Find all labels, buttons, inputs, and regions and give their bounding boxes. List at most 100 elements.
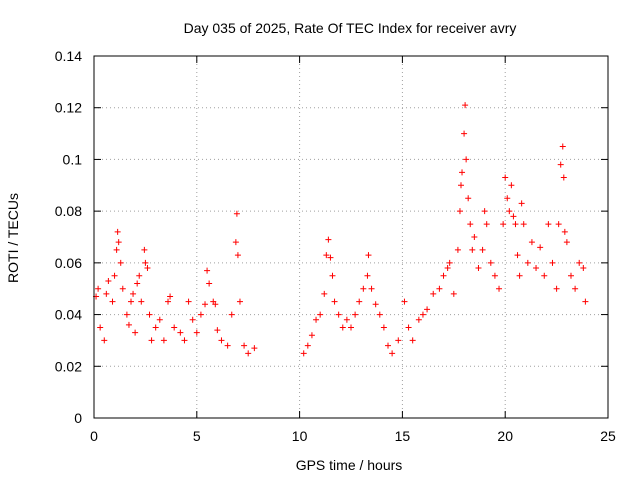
data-point	[317, 311, 324, 318]
data-point	[467, 221, 474, 228]
x-tick-label: 0	[90, 428, 98, 444]
x-tick-label: 15	[395, 428, 411, 444]
data-point	[251, 345, 258, 352]
y-tick-label: 0.04	[55, 307, 82, 323]
data-point	[352, 311, 359, 318]
data-point	[518, 200, 525, 207]
data-point	[228, 311, 235, 318]
y-tick-label: 0	[74, 410, 82, 426]
data-point	[152, 324, 159, 331]
data-point	[479, 246, 486, 253]
data-point	[475, 265, 482, 272]
data-point	[321, 290, 328, 297]
data-point	[572, 285, 579, 292]
data-point	[204, 267, 211, 274]
data-point	[555, 221, 562, 228]
data-point	[446, 259, 453, 266]
data-point	[111, 272, 118, 279]
data-point	[171, 324, 178, 331]
data-point	[356, 298, 363, 305]
data-point	[541, 272, 548, 279]
data-point	[232, 239, 239, 246]
data-point	[576, 259, 583, 266]
data-point	[348, 324, 354, 331]
data-point	[323, 252, 330, 259]
y-tick-label: 0.14	[55, 48, 82, 64]
data-point	[335, 311, 342, 318]
x-axis-label: GPS time / hours	[296, 457, 403, 473]
data-point	[516, 272, 523, 279]
data-point	[385, 342, 392, 349]
data-point	[123, 311, 130, 318]
data-point	[430, 290, 437, 297]
x-tick-label: 5	[193, 428, 201, 444]
x-tick-label: 25	[600, 428, 616, 444]
data-point	[125, 321, 132, 328]
data-point	[103, 290, 110, 297]
data-point	[506, 208, 513, 215]
data-point	[331, 298, 338, 305]
data-point	[461, 130, 468, 137]
data-point	[380, 324, 387, 331]
data-point	[134, 280, 141, 287]
data-point	[97, 324, 104, 331]
data-point	[119, 285, 126, 292]
data-point	[313, 316, 320, 323]
data-point	[560, 174, 567, 181]
data-point	[483, 221, 490, 228]
data-point	[181, 337, 188, 344]
data-point	[524, 259, 531, 266]
data-point	[559, 143, 566, 150]
data-point	[401, 298, 408, 305]
data-point	[364, 272, 371, 279]
data-point	[160, 337, 167, 344]
y-tick-label: 0.02	[55, 358, 82, 374]
data-point	[142, 259, 149, 266]
data-point	[454, 246, 461, 253]
data-point	[409, 337, 416, 344]
data-point	[144, 265, 151, 272]
data-point	[329, 272, 336, 279]
data-point	[224, 342, 231, 349]
plot-frame	[93, 55, 609, 419]
data-point	[500, 221, 507, 228]
data-point	[456, 208, 463, 215]
data-point	[138, 298, 145, 305]
data-point	[236, 298, 243, 305]
data-point	[504, 195, 511, 202]
data-point	[114, 228, 121, 235]
data-point	[101, 337, 108, 344]
data-point	[214, 327, 221, 334]
data-point	[233, 210, 240, 217]
data-point	[508, 182, 515, 189]
data-point	[115, 239, 122, 246]
data-point	[424, 306, 431, 313]
data-point	[300, 350, 307, 357]
data-point	[197, 311, 204, 318]
data-point	[496, 285, 503, 292]
data-point	[95, 285, 102, 292]
chart-title: Day 035 of 2025, Rate Of TEC Index for r…	[184, 20, 517, 36]
data-point	[582, 298, 589, 305]
data-point	[436, 285, 443, 292]
data-point	[395, 337, 402, 344]
data-point	[132, 329, 139, 336]
data-point	[193, 329, 200, 336]
data-point	[156, 316, 163, 323]
data-point	[212, 301, 219, 308]
data-point	[553, 285, 560, 292]
data-point	[105, 277, 112, 284]
data-point	[141, 246, 148, 253]
data-point	[148, 337, 155, 344]
data-point	[491, 272, 498, 279]
data-point	[167, 293, 174, 300]
data-point	[365, 252, 372, 259]
data-point	[405, 324, 412, 331]
data-point	[234, 252, 241, 259]
y-tick-label: 0.08	[55, 203, 82, 219]
data-point	[502, 174, 509, 181]
data-point	[109, 298, 116, 305]
data-point	[245, 350, 252, 357]
data-point	[202, 301, 209, 308]
